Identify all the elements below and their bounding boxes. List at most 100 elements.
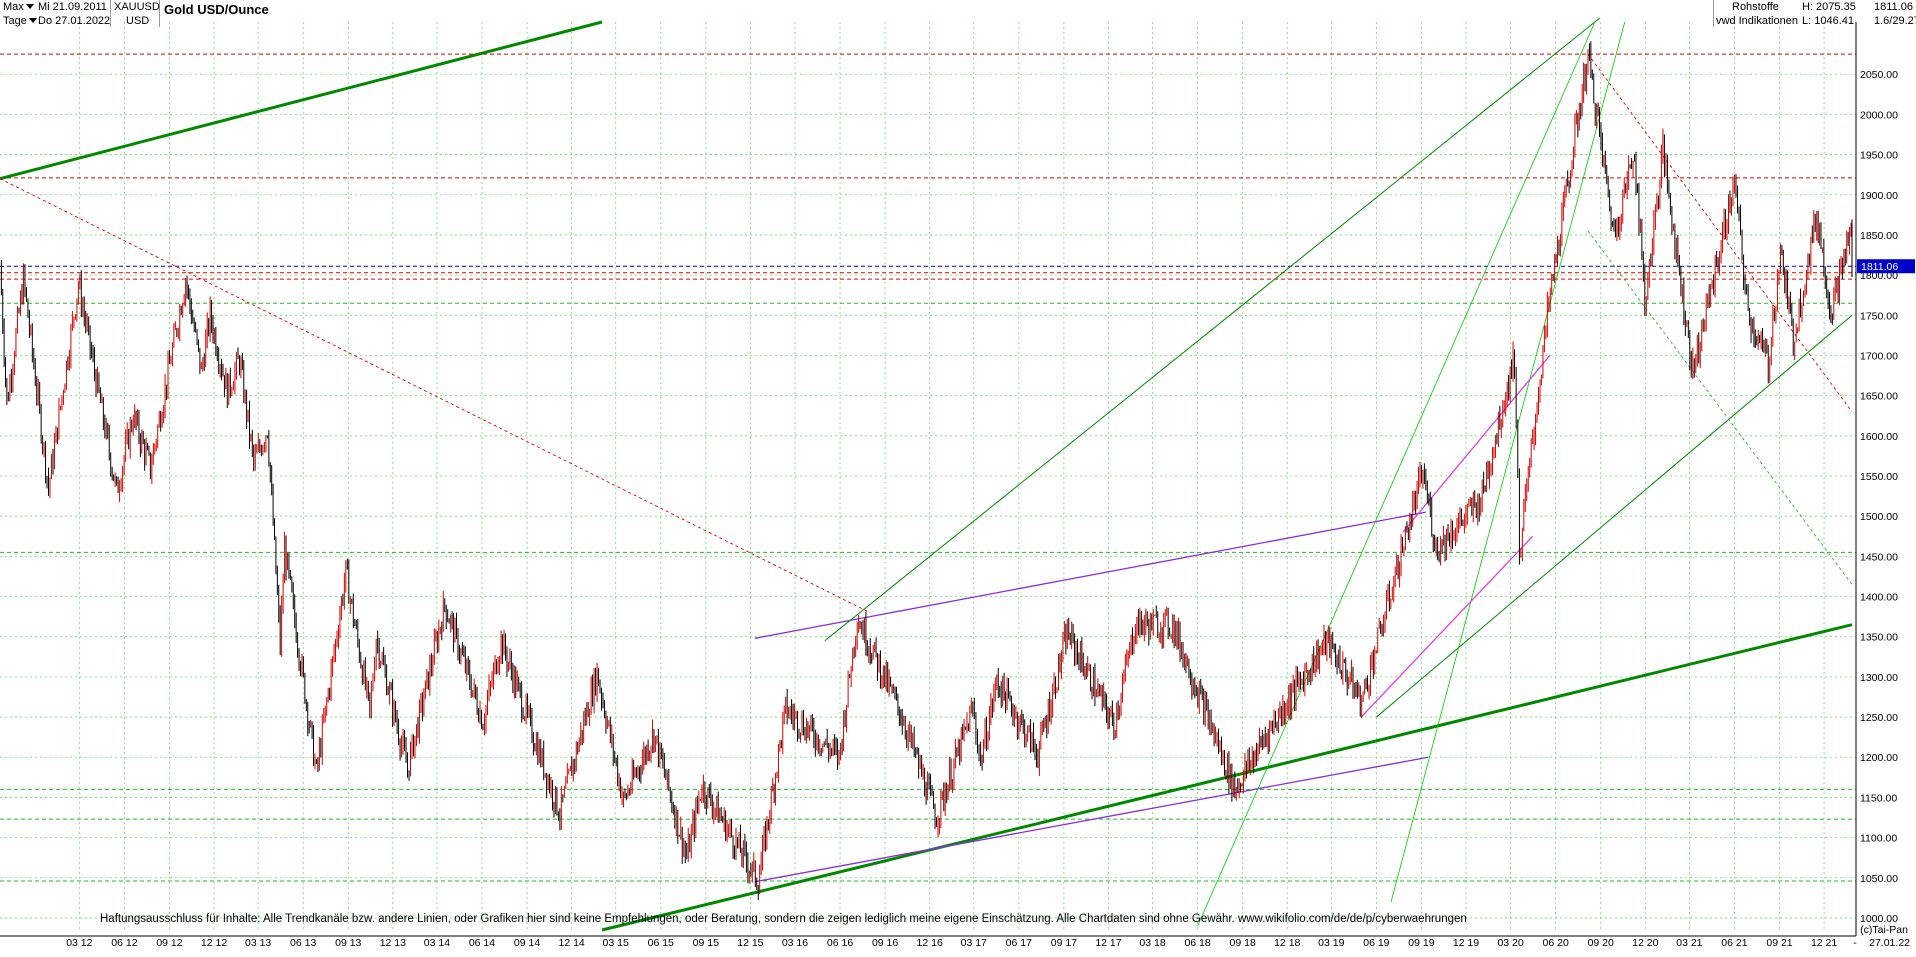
y-tick-label: 1450.00 [1860,551,1898,563]
x-tick-label: 09 15 [693,937,719,949]
date-from: Mi 21.09.2011 [38,1,107,13]
x-tick-label: 12 14 [558,937,584,949]
trendline-magenta-1 [1360,535,1534,718]
candles [0,41,1853,901]
trendline-support-2 [1376,314,1853,718]
low-value: L: 1046.41 [1802,15,1854,27]
x-tick-label: 09 17 [1051,937,1077,949]
trendline-purple-low [754,756,1429,883]
last-price-label: 1811.06 [1861,261,1898,273]
x-tick-label: 12 17 [1095,937,1121,949]
last-value: 1811.06 [1874,1,1913,13]
x-tick-label: 09 20 [1588,937,1614,949]
y-tick-label: 1400.00 [1860,592,1898,604]
chevron-down-icon [28,18,37,23]
x-tick-label: 09 19 [1408,937,1434,949]
y-tick-label: 1900.00 [1860,190,1898,202]
x-end-label: 27.01.22 [1869,937,1910,949]
y-tick-label: 1050.00 [1860,873,1898,885]
y-tick-label: 1850.00 [1860,230,1898,242]
x-tick-label: 06 16 [827,937,853,949]
y-tick-label: 1100.00 [1860,833,1897,845]
header-divider [1712,0,1714,27]
trendline-channel [824,17,1601,642]
y-tick-label: 2050.00 [1860,69,1898,81]
x-tick-label: 06 13 [290,937,316,949]
y-tick-label: 1950.00 [1860,150,1898,162]
x-tick-label: 03 17 [961,937,987,949]
interval-select-value: Tage [3,15,27,27]
x-tick-label: 06 21 [1721,937,1747,949]
x-tick-label: 03 21 [1676,937,1702,949]
x-tick-label: 12 19 [1453,937,1479,949]
x-tick-label: 03 20 [1497,937,1523,949]
x-tick-label: 06 18 [1184,937,1210,949]
trendline-steep-2 [1390,21,1626,902]
y-tick-label: 1650.00 [1860,391,1898,403]
x-tick-label: 03 12 [66,937,92,949]
y-tick-label: 1700.00 [1860,350,1898,362]
x-tick-label: 06 15 [648,937,674,949]
header-symbol-box [111,0,160,27]
y-tick-label: 1750.00 [1860,310,1898,322]
date-to: Do 27.01.2022 [38,15,111,27]
chart-title: Gold USD/Ounce [164,2,269,17]
y-tick-label: 1200.00 [1860,752,1898,764]
x-tick-label: 09 21 [1766,937,1792,949]
x-tick-label: 12 20 [1632,937,1658,949]
ratio-value: 1.6/29.27 [1874,15,1916,27]
x-tick-label: 03 13 [245,937,271,949]
x-tick-label: 12 13 [380,937,406,949]
trendline-red-down-2 [1587,53,1853,412]
y-tick-label: 2000.00 [1860,109,1898,121]
currency: USD [126,15,150,27]
x-tick-label: 09 12 [156,937,182,949]
x-tick-label: 03 19 [1318,937,1344,949]
x-tick-label: 09 14 [514,937,540,949]
period-select[interactable]: Max [3,1,34,14]
high-value: H: 2075.35 [1802,1,1856,13]
period-select-value: Max [3,1,24,13]
x-tick-label: 03 15 [603,937,629,949]
y-tick-label: 1250.00 [1860,712,1898,724]
disclaimer-text: Haftungsausschluss für Inhalte: Alle Tre… [100,913,1467,925]
x-tick-label: 06 14 [469,937,495,949]
x-tick-label: 03 16 [782,937,808,949]
chevron-down-icon [25,4,34,9]
x-tick-label: 06 19 [1363,937,1389,949]
x-tick-label: 06 12 [111,937,137,949]
x-tick-label: 12 21 [1811,937,1837,949]
y-tick-label: 1150.00 [1860,792,1897,804]
x-tick-label: 09 18 [1230,937,1256,949]
x-tick-label: 12 16 [917,937,943,949]
category: Rohstoffe [1732,1,1779,13]
source: vwd Indikationen [1716,15,1798,27]
symbol: XAUUSD [114,1,160,13]
trendline-green-down [1587,230,1853,585]
trendline-purple-high [754,511,1426,639]
x-tick-label: 09 13 [335,937,361,949]
x-tick-label: 12 18 [1274,937,1300,949]
y-tick-label: 1600.00 [1860,431,1898,443]
x-tick-label: 09 16 [872,937,898,949]
last-price-badge [1857,259,1915,274]
x-tick-label: 03 18 [1139,937,1165,949]
x-tick-label: 06 17 [1006,937,1032,949]
y-tick-label: 1300.00 [1860,672,1898,684]
y-tick-label: 1000.00 [1860,913,1898,925]
header-selectors [0,0,111,27]
interval-select[interactable]: Tage [3,15,37,28]
x-tick-label: 03 14 [424,937,450,949]
trendline-steep-1 [1197,21,1596,927]
x-tick-label: 12 15 [737,937,763,949]
copyright: (c)Tai-Pan [1860,924,1908,936]
x-tick-label: 12 12 [201,937,227,949]
y-tick-label: 1500.00 [1860,511,1898,523]
x-tick-label: 06 20 [1543,937,1569,949]
trendline-red-down [0,178,871,614]
x-end-dash: - [1853,937,1857,949]
y-tick-label: 1350.00 [1860,632,1898,644]
axes: 1000.00 1050.00 1100.00 1150.00 1200.00 1250.… [0,22,1915,949]
